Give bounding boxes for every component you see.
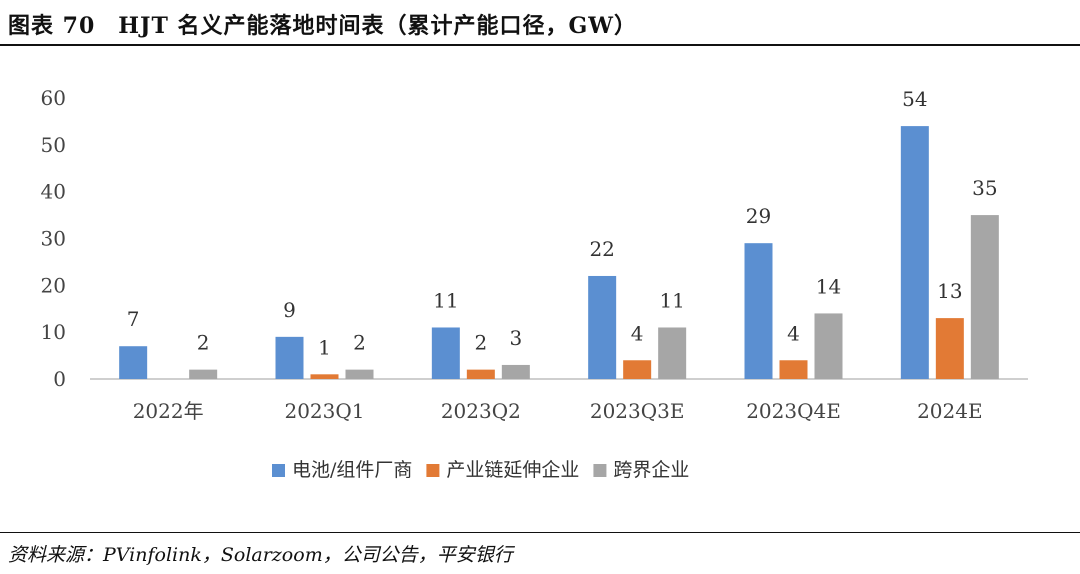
- bar-1: [119, 346, 148, 379]
- data-label: 22: [589, 237, 614, 261]
- legend-label: 电池/组件厂商: [292, 459, 412, 481]
- y-tick-label: 50: [41, 133, 66, 157]
- bar-3: [658, 327, 687, 379]
- data-label: 35: [972, 176, 997, 200]
- data-label: 4: [787, 321, 800, 345]
- bar-1: [900, 126, 929, 379]
- bar-2: [779, 360, 808, 379]
- data-label: 11: [659, 288, 684, 312]
- x-tick-label: 2023Q4E: [746, 399, 841, 423]
- y-tick-label: 10: [41, 320, 66, 344]
- x-tick-label: 2023Q1: [284, 399, 364, 423]
- legend-swatch-3: [593, 464, 607, 477]
- data-label: 1: [318, 335, 331, 359]
- bar-2: [310, 374, 339, 379]
- bar-1: [275, 336, 304, 379]
- bar-3: [814, 313, 843, 379]
- bar-1: [431, 327, 460, 379]
- source-rule: [0, 532, 1080, 533]
- y-tick-label: 20: [41, 273, 66, 297]
- data-label: 7: [127, 307, 140, 331]
- bar-2: [466, 369, 495, 379]
- bar-2: [623, 360, 652, 379]
- bar-3: [970, 215, 999, 379]
- title-rule: [0, 44, 1080, 46]
- x-tick-label: 2023Q2: [441, 399, 521, 423]
- data-label: 13: [937, 279, 962, 303]
- bar-1: [744, 243, 773, 379]
- data-label: 2: [353, 331, 366, 355]
- x-tick-label: 2022年: [133, 399, 204, 423]
- legend-label: 产业链延伸企业: [446, 459, 579, 481]
- bar-3: [189, 369, 218, 379]
- data-label: 2: [474, 331, 487, 355]
- x-tick-label: 2023Q3E: [590, 399, 685, 423]
- y-tick-label: 30: [41, 227, 66, 251]
- bar-2: [935, 318, 964, 379]
- y-tick-label: 60: [41, 86, 66, 110]
- figure-header: 图表 70 HJT 名义产能落地时间表（累计产能口径，GW）: [0, 0, 1080, 48]
- data-label: 3: [509, 326, 522, 350]
- data-label: 9: [283, 298, 296, 322]
- y-tick-label: 0: [53, 367, 66, 391]
- data-label: 54: [902, 87, 927, 111]
- data-label: 2: [197, 331, 210, 355]
- data-label: 11: [433, 288, 458, 312]
- x-tick-label: 2024E: [917, 399, 983, 423]
- legend-swatch-1: [272, 464, 285, 477]
- data-label: 4: [631, 321, 644, 345]
- legend-swatch-2: [426, 464, 440, 477]
- data-label: 29: [746, 204, 771, 228]
- bar-3: [345, 369, 374, 379]
- figure-title: 图表 70 HJT 名义产能落地时间表（累计产能口径，GW）: [8, 13, 637, 39]
- data-label: 14: [816, 274, 841, 298]
- source-note: 资料来源：PVinfolink，Solarzoom，公司公告，平安银行: [8, 544, 513, 566]
- legend-label: 跨界企业: [613, 459, 689, 481]
- y-tick-label: 40: [41, 180, 66, 204]
- bar-3: [501, 364, 530, 379]
- bar-1: [588, 275, 617, 379]
